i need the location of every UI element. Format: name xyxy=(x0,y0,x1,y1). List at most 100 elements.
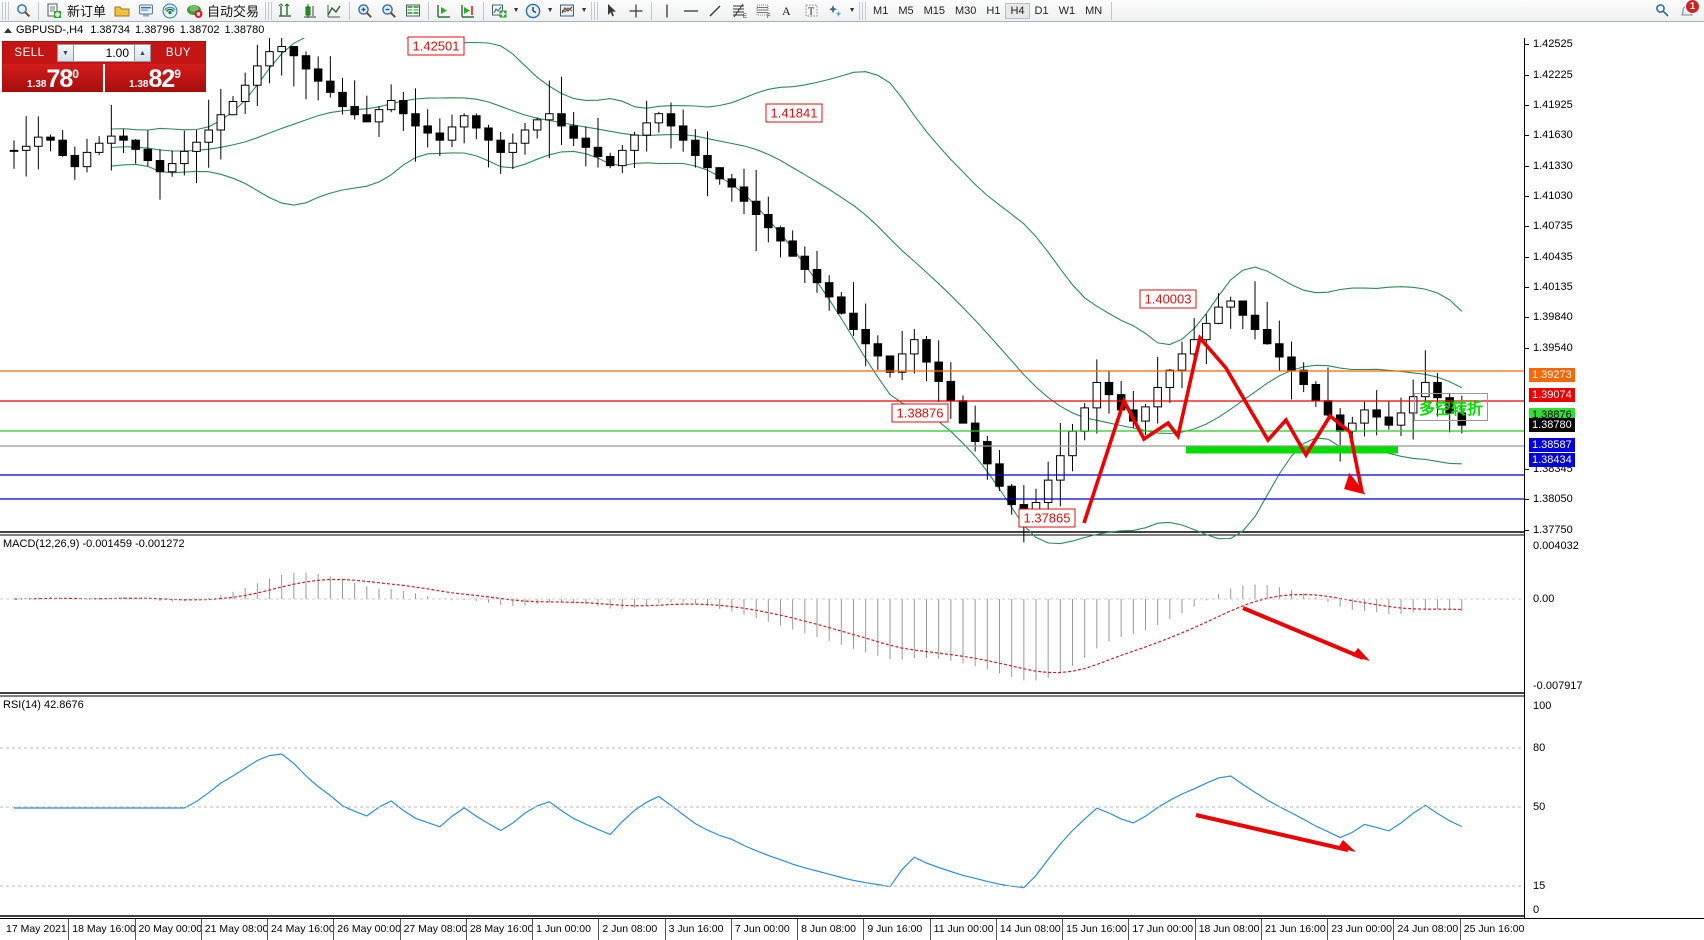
fibo-icon[interactable]: E xyxy=(727,1,751,21)
time-axis[interactable]: 17 May 2021 18 May 16:00 20 May 00:00 21 Ma… xyxy=(0,918,1704,940)
crosshair-tool-icon[interactable] xyxy=(274,1,298,21)
candle-body xyxy=(1299,369,1308,385)
buy-button[interactable]: BUY xyxy=(165,47,192,59)
sell-button[interactable]: SELL xyxy=(14,47,45,59)
zoom-out-icon[interactable] xyxy=(377,1,401,21)
folder-icon[interactable] xyxy=(110,1,134,21)
chevron-down-icon-templates[interactable]: ▼ xyxy=(580,7,588,14)
time-tick-label: 15 Jun 16:00 xyxy=(1066,923,1127,935)
one-click-trading-panel[interactable]: SELL ▼ 1.00 ▲ BUY 1.38 78 0 1.38 82 9 xyxy=(2,41,206,92)
signals-icon[interactable] xyxy=(158,1,182,21)
price-tick-label: 1.37750 xyxy=(1533,524,1573,536)
zoom-in-icon[interactable] xyxy=(353,1,377,21)
price-axis[interactable]: 1.42525 1.42225 1.41925 1.41630 1.41330 1.410… xyxy=(1524,38,1704,918)
terminal-icon[interactable] xyxy=(134,1,158,21)
candle-body xyxy=(1396,412,1406,426)
magnifier-icon[interactable] xyxy=(11,1,35,21)
candle-body xyxy=(1080,407,1089,432)
candle-body xyxy=(204,129,213,143)
templates-icon[interactable] xyxy=(555,1,579,21)
label-icon[interactable]: T xyxy=(799,1,823,21)
timeframe-h1[interactable]: H1 xyxy=(986,4,1001,17)
chevron-down-icon-shapes[interactable]: ▼ xyxy=(848,7,856,14)
price-level-red-level[interactable]: 1.39074 xyxy=(1529,388,1575,403)
lot-size-stepper[interactable]: ▼ 1.00 ▲ xyxy=(56,42,152,64)
timeframe-m1[interactable]: M1 xyxy=(873,4,889,17)
search-icon[interactable] xyxy=(1650,1,1674,21)
shift-end-icon[interactable] xyxy=(432,1,456,21)
price-level-bid-level[interactable]: 1.38780 xyxy=(1529,418,1575,433)
price-plot-svg[interactable] xyxy=(0,38,1524,918)
crosshair-icon[interactable] xyxy=(624,1,648,21)
vline-icon[interactable] xyxy=(655,1,679,21)
timeframe-w1[interactable]: W1 xyxy=(1058,4,1076,17)
price-tick-label: 1.41030 xyxy=(1533,190,1573,203)
autotrading-icon[interactable] xyxy=(182,1,206,21)
price-level-blue-level-2[interactable]: 1.38434 xyxy=(1529,453,1575,468)
price-tick xyxy=(1525,317,1529,319)
collapse-caret-icon[interactable] xyxy=(4,27,12,33)
fibo-f-icon[interactable]: F xyxy=(751,1,775,21)
text-icon[interactable]: A xyxy=(775,1,799,21)
sell-price[interactable]: 1.38 78 0 xyxy=(3,64,103,92)
new-order-icon[interactable] xyxy=(42,1,66,21)
price-tick xyxy=(1525,287,1529,289)
candle-body xyxy=(922,339,931,363)
bar-chart-icon[interactable] xyxy=(298,1,322,21)
time-tick-label: 23 Jun 00:00 xyxy=(1331,923,1392,935)
price-tick-label: 1.41925 xyxy=(1533,99,1573,112)
candle-body xyxy=(240,84,250,103)
toolbar-grip-3[interactable] xyxy=(591,1,599,20)
period-icon[interactable] xyxy=(521,1,545,21)
bollinger-upper xyxy=(111,38,1463,346)
price-tick-label: 1.41630 xyxy=(1533,129,1573,142)
chevron-down-icon-indicators[interactable]: ▼ xyxy=(512,7,520,14)
auto-trading-label[interactable]: 自动交易 xyxy=(207,4,260,19)
price-level-blue-level-1[interactable]: 1.38587 xyxy=(1529,437,1575,452)
lot-size-input[interactable]: 1.00 xyxy=(74,44,134,62)
sell-price-big: 78 xyxy=(46,65,73,93)
macd-arrow-line xyxy=(1242,606,1364,660)
indicators-icon[interactable] xyxy=(487,1,511,21)
timeframe-mn[interactable]: MN xyxy=(1085,4,1103,17)
price-tick-label: 1.42225 xyxy=(1533,68,1573,81)
trendline-icon[interactable] xyxy=(703,1,727,21)
line-chart-icon[interactable] xyxy=(322,1,346,21)
lot-decrease-button[interactable]: ▼ xyxy=(57,44,74,62)
price-tick xyxy=(1525,105,1529,107)
price-tick xyxy=(1525,347,1529,349)
price-tick xyxy=(1525,135,1529,137)
candle-body xyxy=(180,150,189,165)
chevron-down-icon-period[interactable]: ▼ xyxy=(546,7,554,14)
alerts-icon[interactable]: 1 xyxy=(1674,0,1700,21)
candle-body xyxy=(849,312,858,330)
macd-label: MACD(12,26,9) -0.001459 -0.001272 xyxy=(3,538,185,550)
time-tick xyxy=(664,919,666,940)
timeframe-bar: M1 M5 M15 M30 H1 H4 D1 W1 MN xyxy=(868,2,1107,19)
toolbar-grip-4[interactable] xyxy=(859,1,867,20)
time-tick-label: 8 Jun 08:00 xyxy=(801,923,857,935)
hline-icon[interactable] xyxy=(679,1,703,21)
toolbar-grip[interactable] xyxy=(2,1,9,20)
timeframe-m30[interactable]: M30 xyxy=(955,4,977,17)
candle-body xyxy=(119,135,128,141)
timeframe-h4[interactable]: H4 xyxy=(1005,2,1030,19)
buy-price[interactable]: 1.38 82 9 xyxy=(103,64,205,92)
time-tick xyxy=(1393,919,1395,940)
shapes-icon[interactable] xyxy=(823,1,847,21)
timeframe-m15[interactable]: M15 xyxy=(923,4,945,17)
cursor-icon[interactable] xyxy=(600,1,624,21)
macd-arrowhead xyxy=(1352,648,1370,661)
chart-area[interactable]: 1.42501 1.41841 1.40003 1.38876 1.37865 … xyxy=(0,36,1704,940)
lot-increase-button[interactable]: ▲ xyxy=(134,44,151,62)
toolbar-grip-2[interactable] xyxy=(265,1,273,20)
timeframe-m5[interactable]: M5 xyxy=(898,4,914,17)
price-level-orange-level[interactable]: 1.39273 xyxy=(1529,367,1575,382)
timeframe-d1[interactable]: D1 xyxy=(1034,4,1049,17)
candle-body xyxy=(545,113,554,121)
chart-plot[interactable]: 1.42501 1.41841 1.40003 1.38876 1.37865 … xyxy=(0,36,1524,918)
data-window-icon[interactable] xyxy=(401,1,425,21)
candle-body xyxy=(934,361,943,382)
new-order-label[interactable]: 新订单 xyxy=(67,4,107,19)
shift-start-icon[interactable] xyxy=(456,1,480,21)
